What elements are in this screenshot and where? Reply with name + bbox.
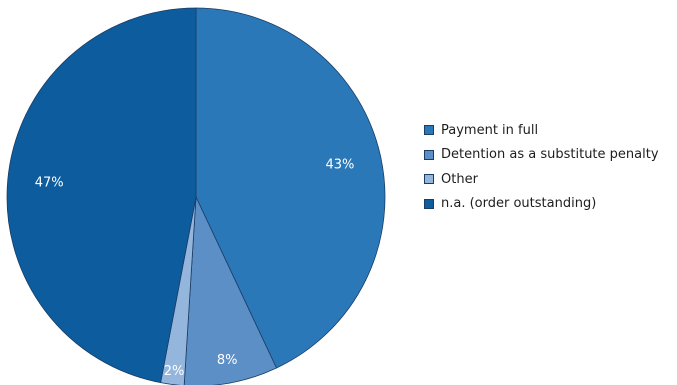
legend-item-detention: Detention as a substitute penalty: [424, 143, 659, 168]
data-label-n-a-order-outstanding: 47%: [35, 176, 64, 191]
legend: Payment in full Detention as a substitut…: [424, 118, 659, 216]
pie-slice-detention-as-a-substitute-penalty: [183, 196, 278, 385]
legend-label-payment-in-full: Payment in full: [441, 122, 539, 138]
pie-slice-payment-in-full: [195, 7, 386, 369]
legend-item-payment-in-full: Payment in full: [424, 118, 659, 143]
legend-swatch-detention: [424, 149, 434, 160]
legend-swatch-order-outstanding: [424, 198, 434, 209]
legend-label-other: Other: [441, 171, 478, 187]
data-label-payment-in-full: 43%: [325, 157, 354, 172]
pie-chart: 43% 8% 2% 47%: [6, 7, 386, 385]
legend-item-other: Other: [424, 167, 659, 192]
legend-label-detention: Detention as a substitute penalty: [441, 147, 659, 163]
legend-swatch-payment-in-full: [424, 125, 434, 136]
data-label-detention-as-a-substitute-penalty: 8%: [217, 353, 238, 368]
pie-slice-n-a-order-outstanding: [6, 7, 197, 384]
data-label-other: 2%: [164, 364, 185, 379]
legend-label-order-outstanding: n.a. (order outstanding): [441, 196, 597, 212]
legend-item-order-outstanding: n.a. (order outstanding): [424, 192, 659, 217]
legend-swatch-other: [424, 174, 434, 185]
